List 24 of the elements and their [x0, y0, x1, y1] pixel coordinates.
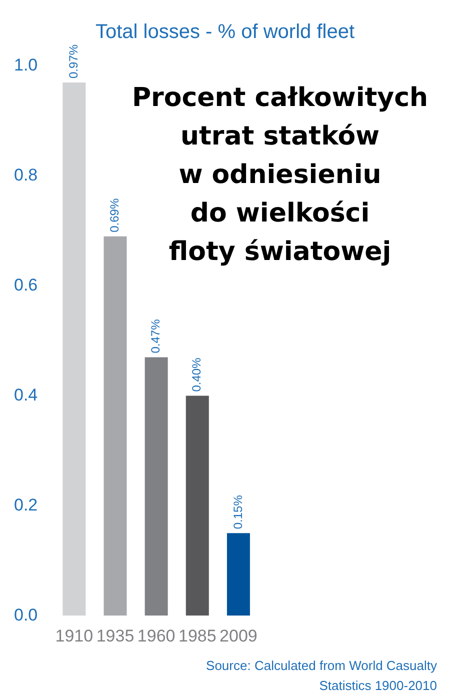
bar	[226, 533, 250, 616]
y-tick-label: 1.0	[14, 56, 38, 75]
x-tick-label: 1910	[55, 626, 94, 646]
data-label: 0.40%	[190, 357, 204, 392]
y-tick-label: 0.2	[14, 495, 38, 514]
data-label: 0.47%	[148, 318, 163, 354]
data-label: 0.69%	[108, 198, 122, 232]
y-tick-label: 0.8	[14, 166, 38, 185]
data-label: 0.97%	[66, 44, 80, 78]
x-tick-label: 1960	[137, 626, 176, 646]
bar	[62, 82, 86, 616]
y-tick-label: 0.6	[14, 276, 38, 295]
x-tick-label: 1935	[96, 626, 134, 646]
data-label: 0.15%	[230, 494, 245, 530]
x-tick-label: 2009	[220, 626, 258, 646]
bar	[144, 357, 168, 616]
y-tick-label: 0.0	[14, 605, 38, 624]
annotation: Procent całkowitych utrat statków w odniesieniu do wielkości floty światowej	[132, 83, 428, 267]
source-note: Source: Calculated from World Casualty Statistics 1900-2010	[206, 658, 438, 693]
x-tick-label: 1985	[178, 626, 216, 646]
chart-title: Total losses - % of world fleet	[96, 21, 355, 43]
bar	[186, 396, 209, 616]
y-tick-label: 0.4	[14, 385, 38, 404]
bar	[104, 236, 127, 616]
